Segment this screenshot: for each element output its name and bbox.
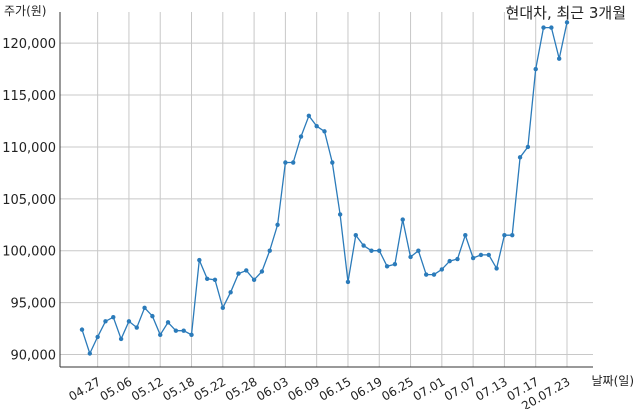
- x-tick-label: 06.03: [254, 374, 291, 403]
- data-point: [400, 217, 405, 222]
- x-tick-label: 05.22: [192, 374, 229, 403]
- data-point: [353, 232, 358, 238]
- data-point: [306, 113, 312, 119]
- chart-title: 현대차, 최근 3개월: [505, 4, 626, 22]
- data-point: [118, 336, 124, 342]
- data-point: [455, 256, 460, 262]
- data-point: [283, 160, 288, 165]
- data-point: [330, 160, 335, 165]
- data-point: [181, 328, 186, 333]
- data-point: [345, 279, 351, 285]
- x-tick-label: 05.28: [223, 374, 260, 403]
- x-axis-label: 날짜(일): [591, 374, 634, 388]
- data-point: [189, 332, 194, 338]
- y-tick-label: 90,000: [11, 349, 57, 364]
- data-point: [134, 325, 139, 330]
- y-tick-label: 115,000: [2, 89, 56, 104]
- x-tick-label: 07.07: [442, 374, 479, 403]
- data-point: [87, 351, 93, 356]
- data-point: [291, 160, 296, 165]
- data-point: [423, 272, 429, 277]
- y-tick-label: 120,000: [2, 37, 56, 52]
- x-tick-label: 05.18: [160, 374, 197, 403]
- data-point: [556, 56, 562, 61]
- data-point: [502, 232, 507, 238]
- data-point: [533, 66, 538, 72]
- data-point: [158, 332, 163, 338]
- data-point: [361, 243, 366, 248]
- data-point: [494, 266, 499, 271]
- data-point: [150, 313, 155, 319]
- data-point: [369, 248, 374, 253]
- data-point: [470, 255, 476, 261]
- data-point: [228, 290, 233, 295]
- data-point: [251, 277, 257, 283]
- data-point: [275, 222, 280, 227]
- data-point: [314, 123, 319, 129]
- data-point: [212, 277, 218, 283]
- data-point: [408, 254, 413, 260]
- data-point: [103, 319, 108, 324]
- data-point: [165, 320, 171, 325]
- data-point: [439, 267, 445, 272]
- y-tick-label: 95,000: [11, 297, 57, 312]
- data-point: [416, 248, 421, 253]
- y-tick-label: 105,000: [2, 193, 56, 208]
- data-point: [95, 334, 100, 340]
- y-tick-label: 100,000: [2, 245, 56, 260]
- data-point: [541, 25, 546, 30]
- data-point: [111, 314, 116, 320]
- x-tick-label: 06.19: [348, 374, 385, 403]
- data-point: [564, 20, 570, 25]
- data-point: [525, 144, 531, 150]
- x-tick-label: 06.09: [285, 374, 322, 403]
- data-point: [549, 25, 554, 30]
- data-point: [392, 262, 398, 267]
- data-point: [431, 272, 437, 277]
- data-point: [463, 232, 468, 238]
- y-tick-label: 110,000: [2, 141, 56, 156]
- data-point: [173, 328, 179, 333]
- y-axis-label: 주가(원): [4, 4, 47, 18]
- data-point: [517, 155, 523, 160]
- x-tick-label: 04.27: [66, 374, 103, 403]
- data-point: [142, 305, 147, 311]
- data-point: [478, 252, 484, 258]
- data-point: [486, 252, 491, 258]
- data-point: [267, 248, 272, 253]
- data-point: [220, 305, 226, 311]
- data-point: [447, 258, 452, 264]
- series-line: [81, 22, 568, 356]
- x-tick-label: 05.12: [129, 374, 166, 403]
- data-point: [322, 129, 327, 134]
- data-point: [236, 271, 241, 276]
- data-point: [79, 327, 85, 332]
- data-point: [259, 269, 265, 274]
- x-tick-label: 05.06: [98, 374, 135, 403]
- data-point: [244, 268, 249, 273]
- data-point: [384, 264, 390, 269]
- x-tick-label: 07.13: [473, 374, 510, 403]
- data-point: [298, 134, 304, 139]
- x-tick-label: 06.25: [379, 374, 416, 403]
- data-point: [197, 257, 202, 263]
- data-point: [377, 248, 382, 253]
- data-point: [510, 232, 515, 238]
- x-tick-label: 06.15: [317, 374, 354, 403]
- data-point: [126, 319, 132, 324]
- data-point: [204, 276, 210, 281]
- x-tick-label: 07.01: [411, 374, 448, 403]
- data-point: [337, 212, 343, 217]
